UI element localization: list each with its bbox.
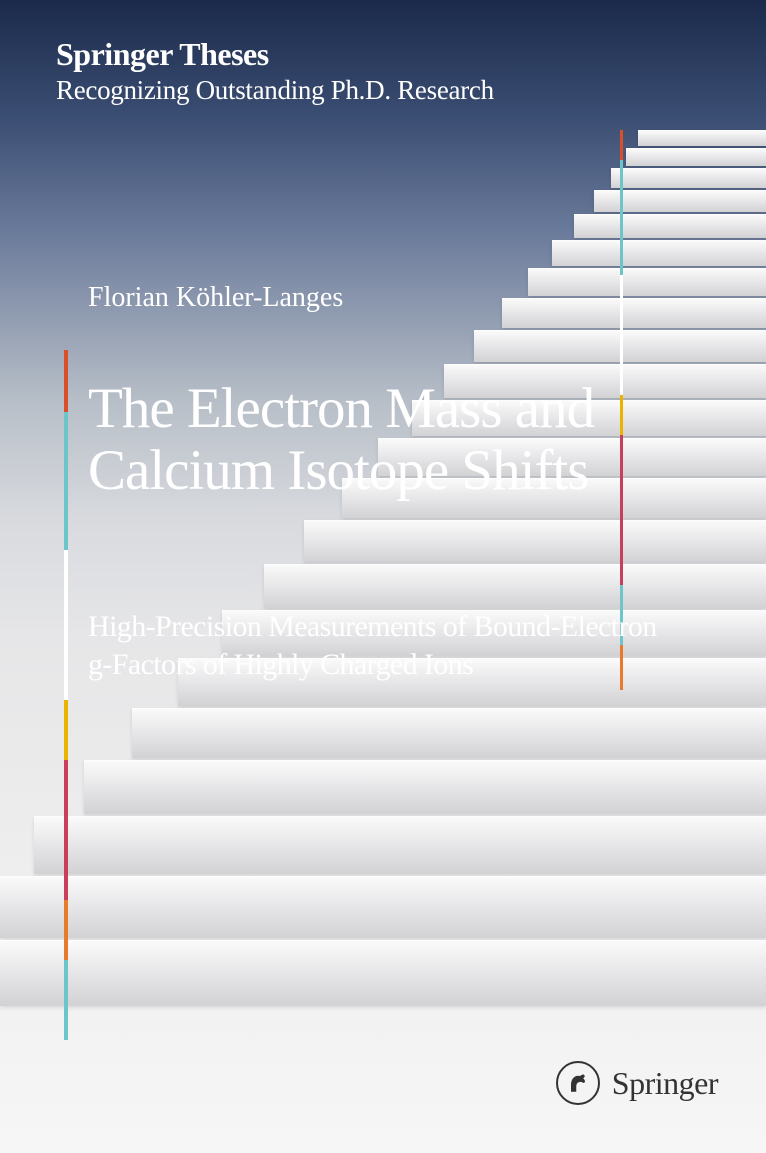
publisher-name: Springer [612,1065,718,1102]
book-subtitle: High-Precision Measurements of Bound-Ele… [88,608,668,683]
series-tagline: Recognizing Outstanding Ph.D. Research [56,75,494,106]
series-header: Springer Theses Recognizing Outstanding … [56,36,494,106]
author-name: Florian Köhler-Langes [88,282,343,314]
publisher-block: Springer [556,1061,718,1105]
book-title: The Electron Mass and Calcium Isotope Sh… [88,378,648,501]
series-title: Springer Theses [56,36,494,73]
book-cover: Springer Theses Recognizing Outstanding … [0,0,766,1153]
springer-horse-icon [556,1061,600,1105]
